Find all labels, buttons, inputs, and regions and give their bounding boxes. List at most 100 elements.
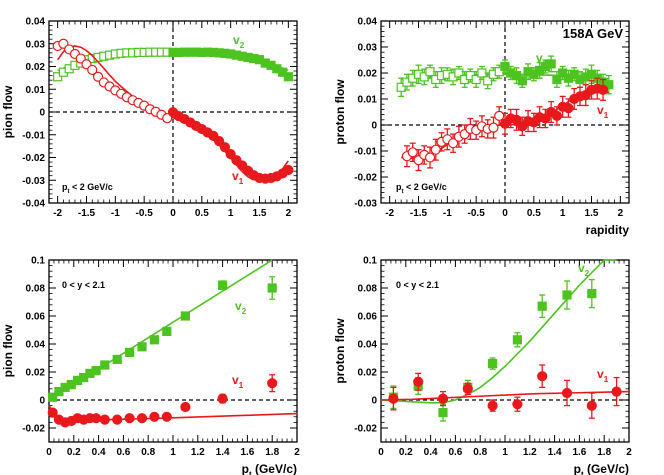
series-label-v1: v1 [597, 103, 609, 120]
cut-note: 0 < y < 2.1 [396, 280, 439, 290]
x-tick-label: 0.6 [448, 447, 462, 458]
data-point-v2 [494, 67, 504, 77]
data-point-v1 [91, 413, 102, 424]
data-point-v1 [611, 386, 622, 397]
data-point-v2 [488, 359, 498, 369]
y-tick-label: -0.01 [22, 130, 45, 141]
series-label-v1: v1 [232, 169, 244, 186]
series-v2: v2 [396, 51, 614, 98]
y-tick-label: 0.02 [26, 62, 46, 73]
x-tick-label: 1.4 [216, 447, 230, 458]
panel-proton-pt: 0 0.2 0.4 0.6 0.8 1 1.2 1.4 1.6 1.8 2 -0.02 0 0.02 0.0… [333, 256, 632, 475]
data-point-v2 [512, 335, 523, 345]
data-point-v1 [462, 383, 473, 394]
data-point-v1 [407, 147, 418, 158]
data-point-v1 [561, 387, 573, 399]
data-point-v1 [180, 401, 191, 413]
y-tick-label: 0.02 [358, 368, 378, 379]
data-point-v2 [558, 68, 568, 78]
series-v2: v2 [48, 259, 277, 402]
data-point-v2 [511, 70, 522, 81]
y-tick-label: -0.04 [22, 199, 45, 210]
x-tick-label: 1.6 [240, 447, 254, 458]
data-point-v2 [562, 290, 572, 300]
y-tick-label: 0.04 [26, 340, 46, 351]
x-tick-label: 0 [46, 447, 52, 458]
y-tick-label: 0.1 [31, 256, 45, 267]
x-axis-label: rapidity [586, 223, 630, 237]
x-tick-label: 1 [228, 208, 234, 219]
x-tick-label: 0.4 [92, 447, 106, 458]
y-tick-label: -0.02 [22, 424, 45, 435]
data-point-v1 [437, 393, 449, 404]
data-point-v1 [494, 110, 505, 122]
x-tick-label: 1.2 [523, 447, 537, 458]
y-tick-label: 0.03 [26, 39, 46, 50]
y-axis-label: proton flow [333, 318, 347, 384]
data-point-v1 [112, 414, 123, 425]
x-tick-label: 1.4 [548, 447, 562, 458]
data-point-v1 [124, 413, 135, 424]
y-tick-label: 0 [39, 396, 45, 407]
x-axis-label: pt (GeV/c) [242, 462, 297, 475]
data-point-v1 [447, 138, 459, 149]
data-point-v1 [136, 413, 148, 424]
panel-proton-rapidity: -2 -1.5 -1 -0.5 0 0.5 1 1.5 2 -0.03 -0.02 -0.01 0 0.0… [333, 17, 630, 237]
x-tick-label: 1 [170, 447, 176, 458]
data-point-v2 [604, 80, 614, 90]
y-tick-label: 0.06 [358, 312, 378, 323]
y-tick-label: -0.01 [354, 147, 377, 158]
data-point-v1 [219, 142, 231, 153]
x-tick-label: 2 [626, 447, 632, 458]
panel-pion-pt: 0 0.2 0.4 0.6 0.8 1 1.2 1.4 1.6 1.8 2 -0.02 0 0.02 0.0… [1, 256, 300, 475]
series-v1: v1 [401, 77, 609, 172]
y-tick-label: -0.02 [354, 173, 377, 184]
data-point-v1 [430, 144, 441, 155]
data-point-v1 [149, 411, 160, 422]
x-tick-label: -1.5 [410, 208, 428, 219]
data-point-v1 [586, 400, 597, 411]
y-tick-label: -0.03 [22, 176, 45, 187]
x-tick-label: -2 [385, 208, 394, 219]
y-tick-label: 0 [39, 108, 45, 119]
panel-pion-rapidity: -2 -1.5 -1 -0.5 0 0.5 1 1.5 2 -0.04 -0.03 -0.02 -0.0… [1, 17, 298, 219]
data-point-v1 [597, 84, 609, 96]
y-tick-label: 0 [371, 396, 377, 407]
series-label-v2: v2 [536, 51, 548, 68]
y-tick-label: 0.02 [26, 368, 46, 379]
x-tick-label: 1 [560, 208, 566, 219]
cut-note: pt < 2 GeV/c [396, 182, 447, 195]
x-tick-label: 1.8 [597, 447, 611, 458]
data-point-v1 [99, 414, 110, 425]
data-point-v2 [569, 69, 579, 79]
y-axis-label: pion flow [1, 324, 15, 377]
data-point-v2 [396, 82, 406, 92]
x-tick-label: 1.6 [572, 447, 586, 458]
data-point-v1 [161, 411, 172, 422]
data-point-v2 [438, 408, 448, 418]
series-label-v2: v2 [233, 33, 245, 50]
y-tick-label: 0.03 [358, 43, 378, 54]
data-point-v1 [267, 378, 278, 389]
y-tick-label: 0.04 [26, 17, 46, 28]
y-tick-label: 0.08 [26, 284, 46, 295]
data-point-v2 [48, 392, 58, 402]
y-axis-label: proton flow [333, 79, 347, 145]
x-tick-label: 1.5 [253, 208, 267, 219]
y-tick-label: 0.06 [26, 312, 46, 323]
series-v1: v1 [47, 373, 298, 428]
data-point-v1 [563, 102, 574, 114]
x-axis-label: pt (GeV/c) [574, 462, 629, 475]
x-tick-label: 0.5 [527, 208, 541, 219]
data-point-v2 [100, 360, 110, 370]
cut-note: pt < 2 GeV/c [62, 182, 113, 195]
data-point-v2 [124, 347, 135, 357]
cut-note: 0 < y < 2.1 [62, 280, 105, 290]
data-point-v1 [283, 164, 294, 176]
data-point-v1 [540, 113, 551, 124]
data-point-v2 [517, 76, 527, 86]
data-point-v1 [225, 148, 236, 160]
x-tick-label: 2 [618, 208, 624, 219]
fit-curve-v1 [380, 390, 630, 401]
data-point-v1 [487, 400, 498, 411]
